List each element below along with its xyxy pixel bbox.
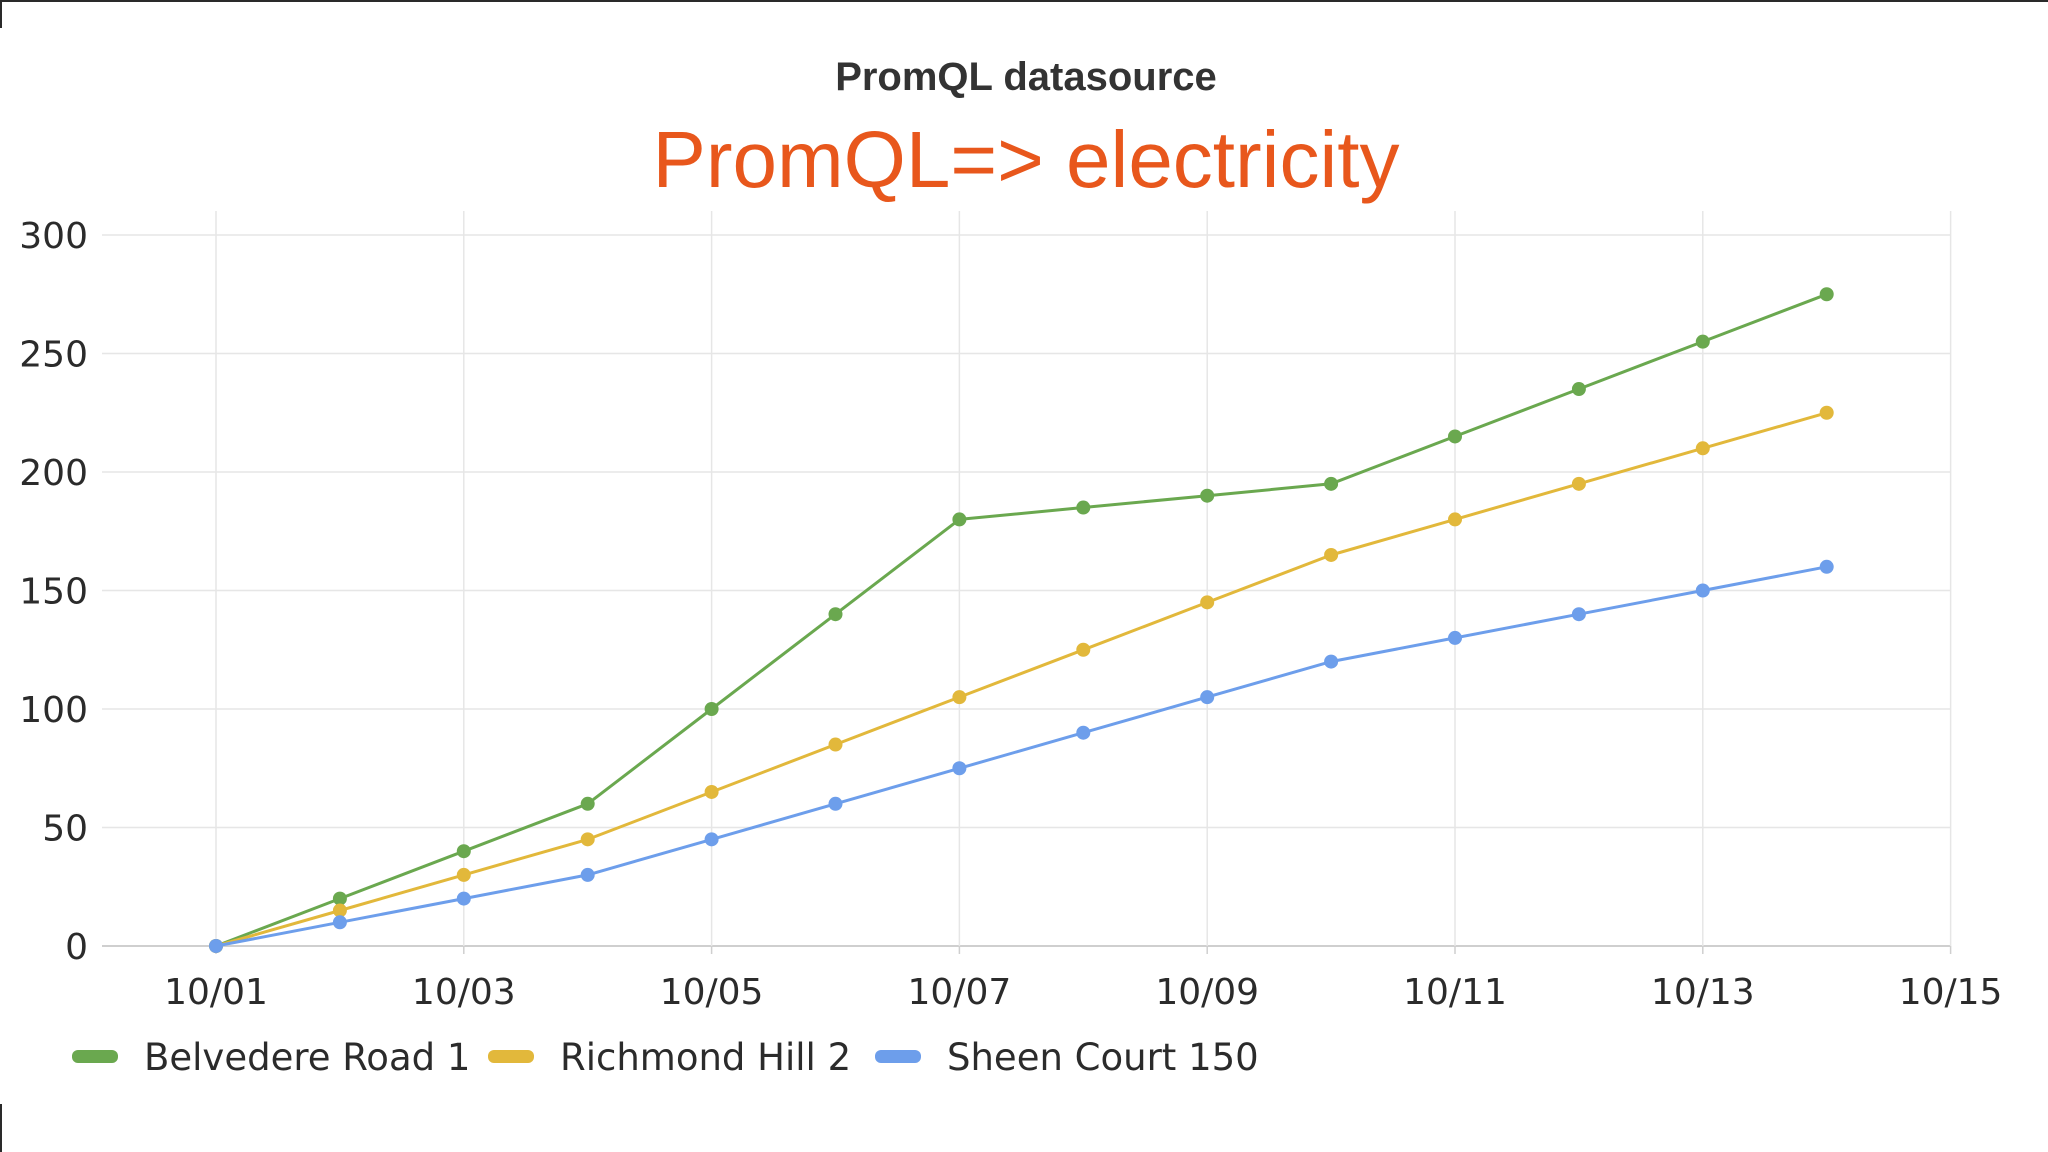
data-point	[332, 891, 347, 906]
data-point	[952, 761, 967, 776]
data-point	[1076, 642, 1091, 657]
data-point	[704, 702, 719, 716]
data-point	[1448, 512, 1462, 527]
x-tick-label: 10/05	[660, 972, 764, 1013]
data-point	[1571, 476, 1586, 491]
data-point	[1571, 382, 1586, 397]
legend-swatch	[72, 1050, 118, 1063]
data-point	[580, 832, 595, 847]
data-point	[1695, 441, 1710, 456]
y-tick-label: 300	[19, 216, 88, 257]
grid	[102, 211, 1952, 954]
data-point	[456, 844, 471, 859]
y-tick-label: 250	[19, 335, 88, 376]
y-tick-label: 0	[65, 927, 88, 968]
data-point	[704, 784, 719, 799]
data-point	[456, 891, 471, 906]
y-axis-ticks: 0 50 100 150 200 250 300	[19, 216, 88, 968]
x-tick-label: 10/07	[908, 972, 1012, 1013]
data-point	[828, 737, 843, 752]
data-point	[1695, 583, 1710, 598]
data-point	[704, 832, 719, 847]
y-tick-label: 50	[42, 809, 88, 850]
chart-title: PromQL datasource	[835, 55, 1217, 99]
series-belvedere-road-1	[209, 287, 1834, 953]
x-tick-label: 10/01	[164, 972, 268, 1013]
x-tick-label: 10/09	[1155, 972, 1259, 1013]
series-line	[215, 411, 1828, 948]
slide-corner-mark	[0, 0, 2, 28]
data-point	[1324, 654, 1339, 669]
data-point	[828, 796, 843, 811]
data-point	[1200, 690, 1215, 705]
data-point	[1571, 607, 1586, 622]
data-point	[828, 607, 843, 622]
legend-label: Sheen Court 150	[947, 1036, 1259, 1079]
data-point	[1819, 287, 1834, 302]
x-tick-label: 10/11	[1403, 972, 1507, 1013]
data-point	[1200, 488, 1215, 503]
data-point	[580, 867, 595, 882]
x-axis-ticks: 10/01 10/03 10/05 10/07 10/09 10/11 10/13 10/15	[164, 972, 2002, 1013]
slide-title: PromQL=> electricity	[653, 115, 1400, 204]
data-point	[1324, 476, 1339, 491]
data-point	[1448, 429, 1462, 444]
legend-label: Belvedere Road 1	[144, 1036, 470, 1079]
data-point	[456, 867, 471, 882]
data-point	[1448, 630, 1462, 645]
legend-swatch	[875, 1050, 921, 1063]
data-point	[952, 512, 967, 527]
y-tick-label: 100	[19, 690, 88, 731]
data-point	[209, 939, 223, 953]
data-point	[1819, 405, 1834, 420]
series-richmond-hill-2	[209, 405, 1834, 953]
legend: Belvedere Road 1 Richmond Hill 2 Sheen Cou…	[72, 1036, 1259, 1079]
x-tick-label: 10/15	[1899, 972, 2003, 1013]
data-point	[1076, 500, 1091, 515]
series-line	[215, 292, 1828, 948]
x-tick-label: 10/03	[412, 972, 516, 1013]
data-point	[1200, 595, 1215, 610]
data-point	[332, 915, 347, 930]
legend-swatch	[488, 1050, 534, 1063]
data-point	[332, 903, 347, 918]
legend-label: Richmond Hill 2	[560, 1036, 851, 1079]
slide-corner-mark	[0, 1104, 2, 1152]
data-point	[1324, 547, 1339, 562]
slide-top-border	[0, 0, 2048, 2]
y-tick-label: 200	[19, 453, 88, 494]
series-lines	[209, 287, 1834, 953]
data-point	[952, 690, 967, 705]
data-point	[580, 796, 595, 811]
data-point	[1695, 334, 1710, 349]
data-point	[1819, 559, 1834, 574]
x-tick-label: 10/13	[1651, 972, 1755, 1013]
y-tick-label: 150	[19, 572, 88, 613]
series-line	[215, 565, 1827, 948]
series-sheen-court-150	[209, 559, 1834, 953]
data-point	[1076, 725, 1091, 740]
